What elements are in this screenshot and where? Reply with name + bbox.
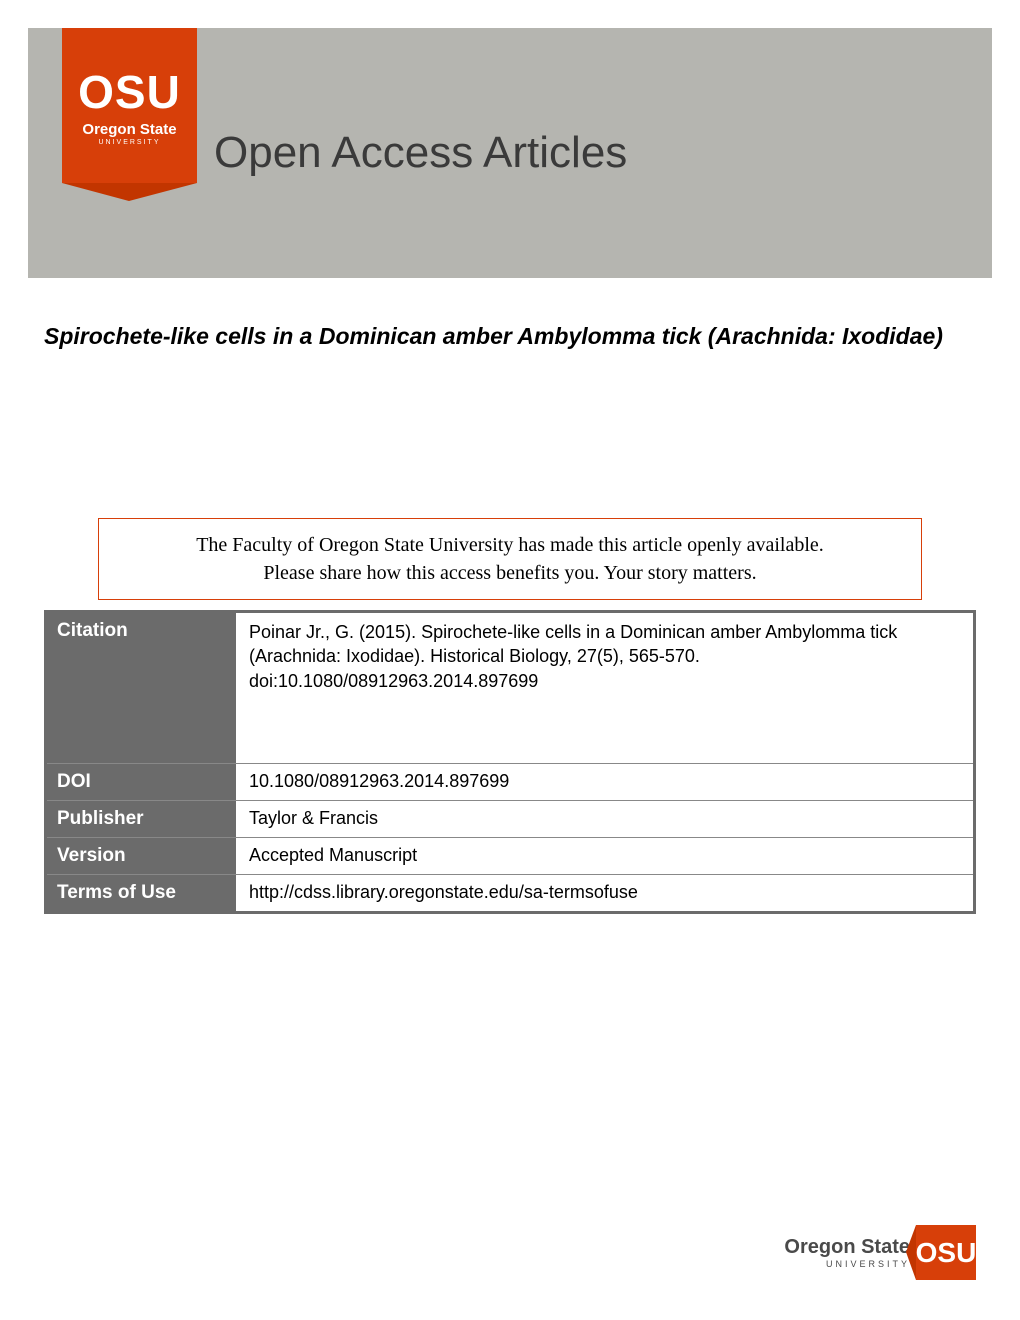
notice-box: The Faculty of Oregon State University h… [98, 518, 922, 600]
footer-text: Oregon State UNIVERSITY [784, 1236, 910, 1269]
meta-value: Accepted Manuscript [237, 838, 973, 874]
meta-value[interactable]: http://cdss.library.oregonstate.edu/sa-t… [237, 875, 973, 911]
osu-logo: OSU Oregon State UNIVERSITY [62, 28, 197, 183]
meta-row-publisher: Publisher Taylor & Francis [47, 800, 973, 837]
meta-label: Citation [47, 613, 237, 763]
logo-text: OSU [78, 65, 181, 119]
meta-row-citation: Citation Poinar Jr., G. (2015). Spiroche… [47, 613, 973, 763]
notice-line1: The Faculty of Oregon State University h… [196, 534, 824, 556]
meta-label: Publisher [47, 801, 237, 837]
meta-label: DOI [47, 764, 237, 800]
meta-label: Terms of Use [47, 875, 237, 911]
footer-sub: UNIVERSITY [784, 1259, 910, 1269]
meta-row-version: Version Accepted Manuscript [47, 837, 973, 874]
meta-value: 10.1080/08912963.2014.897699 [237, 764, 973, 800]
meta-row-terms: Terms of Use http://cdss.library.oregons… [47, 874, 973, 911]
meta-value: Taylor & Francis [237, 801, 973, 837]
meta-value: Poinar Jr., G. (2015). Spirochete-like c… [237, 613, 973, 763]
footer-osu-icon: OSU [916, 1225, 976, 1280]
article-title: Spirochete-like cells in a Dominican amb… [44, 322, 960, 352]
meta-label: Version [47, 838, 237, 874]
logo-tiny: UNIVERSITY [98, 139, 160, 146]
banner-title: Open Access Articles [214, 128, 627, 178]
metadata-table: Citation Poinar Jr., G. (2015). Spiroche… [44, 610, 976, 914]
notice-line2: Please share how this access benefits yo… [263, 562, 756, 584]
logo-sub: Oregon State [82, 121, 176, 138]
meta-row-doi: DOI 10.1080/08912963.2014.897699 [47, 763, 973, 800]
footer-logo: Oregon State UNIVERSITY OSU [784, 1225, 976, 1280]
footer-main: Oregon State [784, 1236, 910, 1259]
